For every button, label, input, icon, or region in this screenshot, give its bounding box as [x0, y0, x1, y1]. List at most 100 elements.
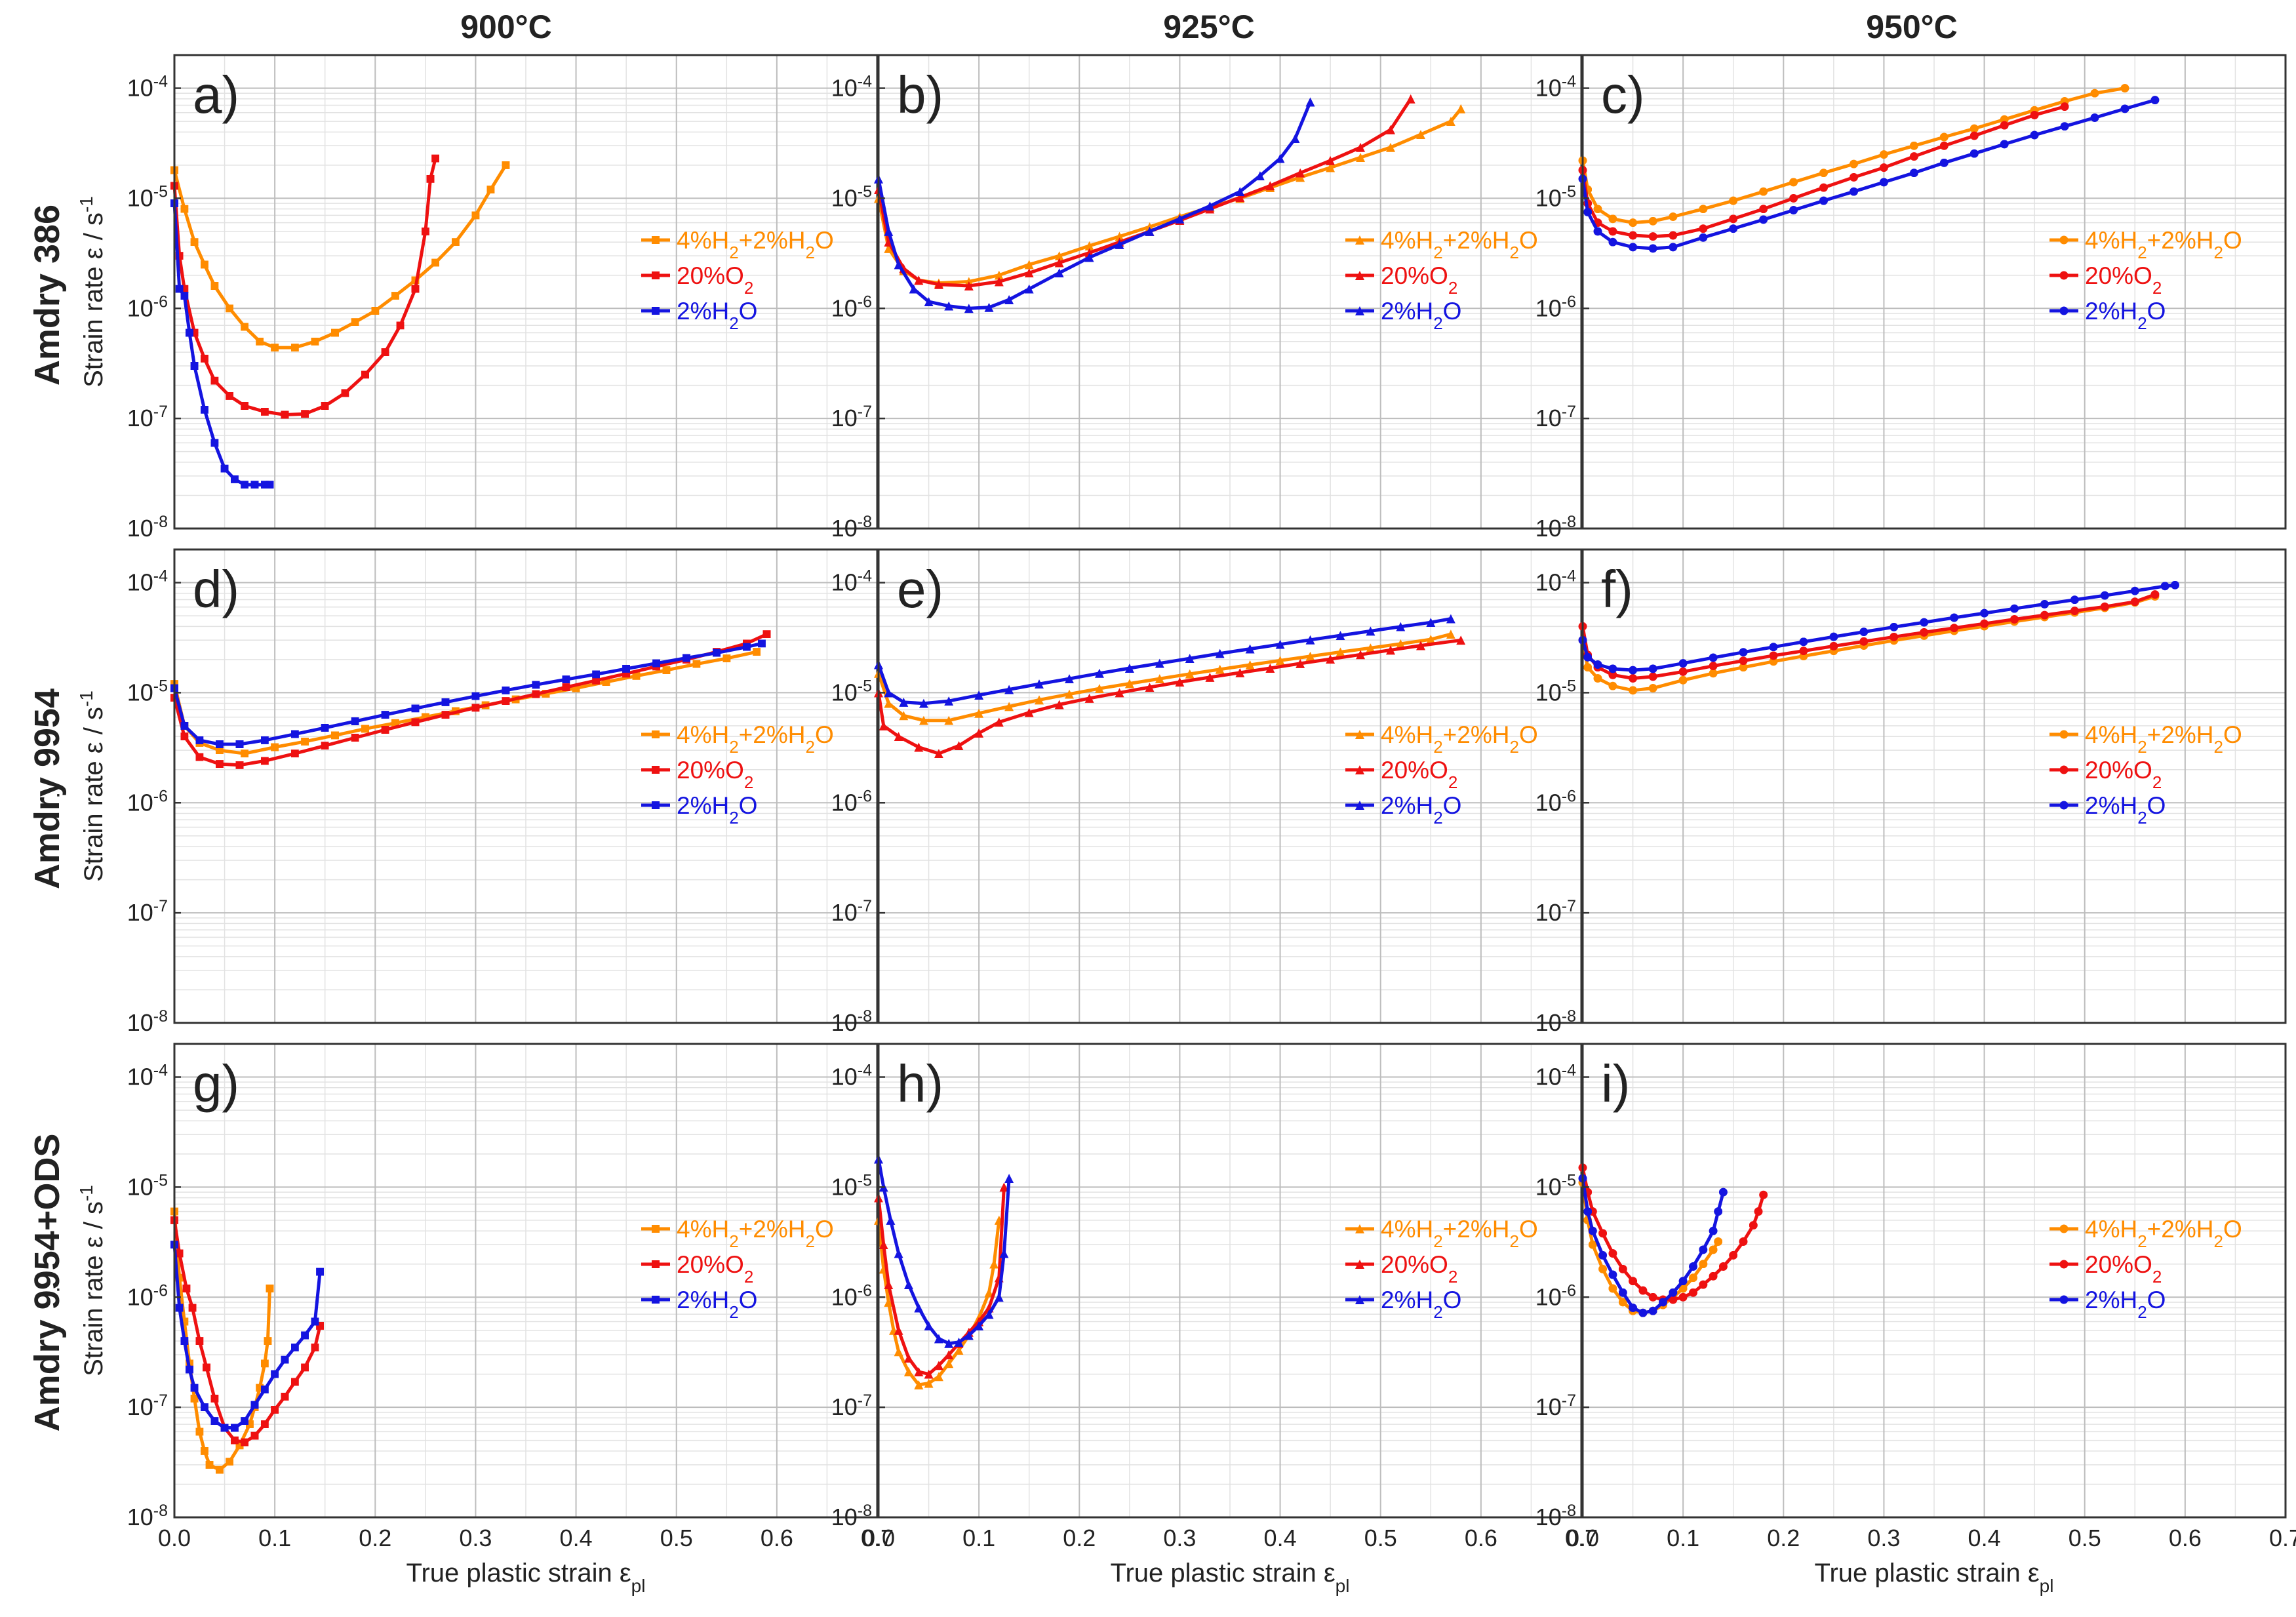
- y-tick-label: 10-6: [1535, 292, 1576, 321]
- panel-h: h) 10-8 10-7 10-6 10-5 10-4 0.0 0.1 0.2 0.3 0.4 0.5…: [831, 1043, 1598, 1596]
- y-tick-label: 10-5: [831, 1171, 872, 1200]
- y-tick-label: 10-6: [831, 292, 872, 321]
- x-tick-label: 0.0: [1566, 1525, 1599, 1551]
- legend-label: 20%O2: [1381, 1251, 1457, 1287]
- legend-label: 20%O2: [2085, 757, 2162, 792]
- y-tick-label: 10-4: [831, 73, 872, 102]
- row-title-amdry-9954-ods: Amdry 9954+ODS: [28, 1134, 67, 1432]
- y-tick-label: 10-8: [127, 1502, 168, 1530]
- x-tick-label: 0.4: [1968, 1525, 2001, 1551]
- plot-frame: [877, 54, 1583, 530]
- legend-label: 4%H2+2%H2O: [1381, 227, 1538, 262]
- x-tick-label: 0.7: [861, 1525, 894, 1551]
- series-line-2-h2o: [170, 639, 766, 748]
- panel-e: e) 10-8 10-7 10-6 10-5 10-4 4%H2+2%H2O20%O22%H…: [831, 548, 1583, 1036]
- plot-frame: [1581, 548, 2287, 1024]
- legend-label: 20%O2: [1381, 262, 1457, 298]
- y-tick-label: 10-6: [831, 1281, 872, 1310]
- panel-label: e): [897, 560, 943, 618]
- panel-label: b): [897, 66, 943, 124]
- y-tick-label: 10-7: [831, 403, 872, 431]
- panel-label: g): [193, 1054, 239, 1113]
- y-tick-label: 10-6: [127, 292, 168, 321]
- x-tick-label: 0.0: [158, 1525, 191, 1551]
- x-tick-label: 0.6: [1465, 1525, 1497, 1551]
- series-line-2-h2o: [874, 1154, 1014, 1348]
- series-line-2-h2o: [874, 614, 1455, 708]
- y-tick-label: 10-7: [1535, 403, 1576, 431]
- y-axis-label: Strain rate ε / s-1: [76, 196, 109, 388]
- x-tick-label: 0.4: [1264, 1525, 1297, 1551]
- x-tick-label: 0.5: [1364, 1525, 1397, 1551]
- legend-label: 4%H2+2%H2O: [1381, 721, 1538, 757]
- x-axis-label: True plastic strain εpl: [1111, 1559, 1350, 1596]
- x-tick-label: 0.0: [862, 1525, 895, 1551]
- x-tick-label: 0.5: [2068, 1525, 2101, 1551]
- panel-c: c) 10-8 10-7 10-6 10-5 10-4 4%H2+2%H2O20%O22%H…: [1535, 54, 2287, 542]
- legend-label: 2%H2O: [677, 1287, 757, 1322]
- legend-label: 20%O2: [1381, 757, 1457, 792]
- plot-frame: [173, 548, 879, 1024]
- legend-label: 20%O2: [677, 757, 753, 792]
- legend-label: 4%H2+2%H2O: [2085, 227, 2242, 262]
- y-tick-label: 10-8: [1535, 1007, 1576, 1036]
- series-line-2-h2o: [874, 97, 1315, 313]
- legend-label: 2%H2O: [2085, 1287, 2166, 1322]
- y-tick-label: 10-4: [127, 567, 168, 596]
- panel-label: c): [1601, 66, 1645, 124]
- column-title-925: 925°C: [1163, 9, 1255, 45]
- y-tick-label: 10-5: [1535, 182, 1576, 211]
- y-tick-label: 10-4: [1535, 1062, 1576, 1090]
- y-tick-label: 10-4: [127, 1062, 168, 1090]
- panel-g: g) 10-8 10-7 10-6 10-5 10-4 0.0 0.1 0.2 0.3 0.4 0.5…: [53, 1043, 894, 1596]
- y-tick-label: 10-5: [127, 182, 168, 211]
- y-tick-label: 10-8: [831, 1007, 872, 1036]
- x-tick-label: 0.7: [2269, 1525, 2296, 1551]
- panel-a: a) 10-8 10-7 10-6 10-5 10-4 Strain rate ε / s-…: [53, 54, 879, 542]
- series-line-2-h2o: [1578, 1174, 1728, 1317]
- plot-frame: [1581, 1043, 2287, 1519]
- x-tick-label: 0.5: [660, 1525, 693, 1551]
- series-line-2-h2o: [1578, 96, 2160, 253]
- y-axis-label: Strain rate ε / s-1: [76, 690, 109, 882]
- y-tick-label: 10-8: [831, 1502, 872, 1530]
- y-tick-label: 10-8: [127, 513, 168, 542]
- y-tick-label: 10-5: [1535, 1171, 1576, 1200]
- legend-label: 2%H2O: [1381, 1287, 1461, 1322]
- x-tick-label: 0.3: [1867, 1525, 1900, 1551]
- legend-label: 4%H2+2%H2O: [677, 227, 834, 262]
- y-axis-label-dot: ˙: [53, 295, 82, 304]
- y-tick-label: 10-5: [831, 677, 872, 706]
- series-line-2-h2o: [1578, 580, 2179, 675]
- y-tick-label: 10-7: [831, 897, 872, 926]
- y-tick-label: 10-7: [1535, 897, 1576, 926]
- row-title-amdry-9954: Amdry 9954: [28, 689, 67, 889]
- panel-label: d): [193, 560, 239, 618]
- row-title-amdry-386: Amdry 386: [28, 205, 67, 386]
- panel-label: i): [1601, 1054, 1630, 1113]
- y-tick-label: 10-8: [127, 1007, 168, 1036]
- panel-d: d) 10-8 10-7 10-6 10-5 10-4 Strain rate ε / s-…: [53, 548, 879, 1036]
- x-tick-label: 0.3: [459, 1525, 492, 1551]
- y-tick-label: 10-7: [127, 1391, 168, 1420]
- panel-label: h): [897, 1054, 943, 1113]
- legend-label: 20%O2: [2085, 1251, 2162, 1287]
- x-tick-label: 0.2: [1767, 1525, 1800, 1551]
- legend-label: 20%O2: [2085, 262, 2162, 298]
- x-tick-label: 0.1: [258, 1525, 291, 1551]
- legend-label: 4%H2+2%H2O: [2085, 1216, 2242, 1251]
- legend-label: 2%H2O: [1381, 298, 1461, 333]
- y-tick-label: 10-5: [831, 182, 872, 211]
- series-line-2-h2o: [170, 1241, 325, 1432]
- y-tick-label: 10-4: [127, 73, 168, 102]
- plot-frame: [1581, 54, 2287, 530]
- y-tick-label: 10-4: [1535, 567, 1576, 596]
